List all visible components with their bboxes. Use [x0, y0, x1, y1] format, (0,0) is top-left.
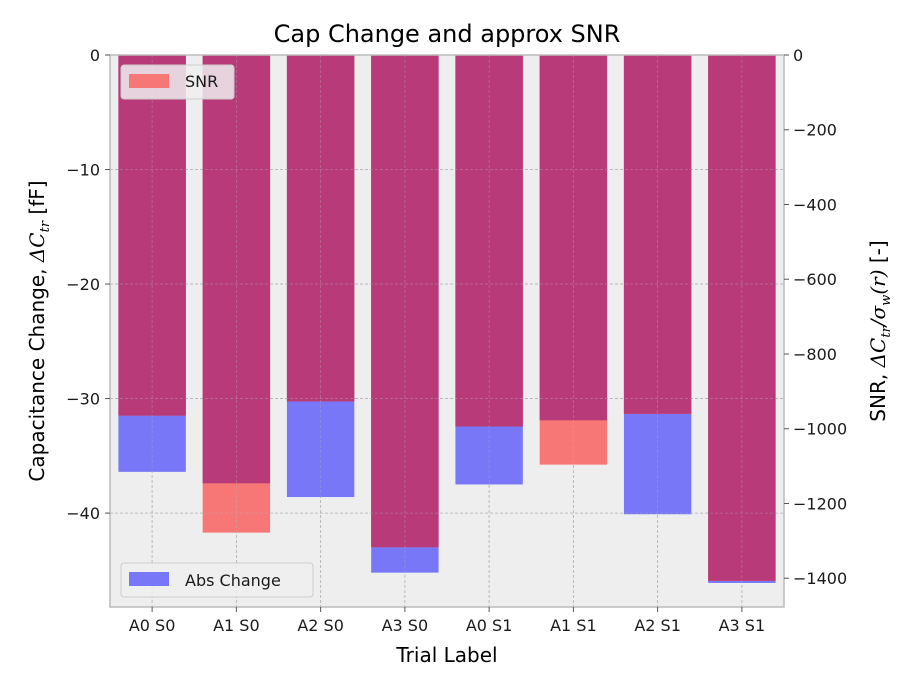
left-y-label-sub: tr	[38, 220, 53, 232]
legend-snr: SNR	[120, 64, 235, 100]
left-tick-label: −20	[66, 275, 100, 294]
left-y-label-math: ΔC	[25, 232, 49, 263]
legend-abs-change-box	[120, 562, 314, 598]
overlap-bar	[455, 55, 523, 427]
right-y-axis: 0 −200 −400 −600 −800 −1000 −1200 −1400	[784, 46, 847, 588]
right-y-label-sub2: w	[879, 295, 894, 306]
left-tick-label: −30	[66, 390, 100, 409]
overlap-bar	[286, 55, 355, 402]
right-tick-label: −1400	[793, 569, 847, 588]
right-tick-label: 0	[793, 46, 803, 65]
left-tick-label: 0	[90, 46, 100, 65]
right-tick-label: −1200	[793, 494, 847, 513]
overlap-bars	[118, 55, 776, 581]
right-y-axis-label: SNR, ΔCtr/σw(r) [-]	[866, 240, 894, 421]
left-y-axis-label: Capacitance Change, ΔCtr [fF]	[25, 180, 53, 481]
left-tick-label: −10	[66, 161, 100, 180]
right-tick-label: −400	[793, 195, 837, 214]
right-tick-label: −200	[793, 121, 837, 140]
right-y-label-mid: /σ	[866, 304, 890, 328]
left-y-label-prefix: Capacitance Change,	[25, 262, 49, 481]
x-tick-label: A1 S1	[550, 616, 597, 635]
left-y-axis: 0 −10 −20 −30 −40	[66, 46, 110, 523]
right-tick-label: −800	[793, 345, 837, 364]
x-tick-label: A0 S1	[466, 616, 513, 635]
left-y-label-suffix: [fF]	[25, 180, 49, 221]
right-y-label-prefix: SNR,	[866, 367, 890, 421]
x-tick-label: A3 S1	[719, 616, 766, 635]
x-axis-label: Trial Label	[395, 643, 497, 667]
x-tick-label: A2 S0	[297, 616, 344, 635]
chart-title: Cap Change and approx SNR	[274, 20, 621, 48]
right-y-label-math: ΔC	[866, 338, 890, 369]
overlap-bar	[202, 55, 271, 484]
x-axis: A0 S0 A1 S0 A2 S0 A3 S0 A0 S1 A1 S1 A2 S1 A3 S1	[129, 607, 765, 635]
left-tick-label: −40	[66, 504, 100, 523]
legend-snr-swatch	[129, 74, 169, 88]
legend-snr-box	[120, 64, 235, 100]
x-tick-label: A2 S1	[634, 616, 681, 635]
plot-frame	[109, 54, 785, 608]
overlap-bar	[118, 55, 186, 416]
overlap-bar	[708, 55, 776, 581]
legend-abs-change: Abs Change	[120, 562, 314, 598]
right-tick-label: −600	[793, 270, 837, 289]
legend-abs-change-label: Abs Change	[185, 571, 281, 590]
right-y-label-suffix: [-]	[866, 240, 890, 269]
x-tick-label: A0 S0	[129, 616, 176, 635]
overlap-bar	[539, 55, 608, 421]
right-y-label-tail: (r)	[866, 270, 890, 295]
overlap-bar	[623, 55, 692, 414]
x-tick-label: A3 S0	[382, 616, 429, 635]
legend-abs-change-swatch	[129, 572, 169, 586]
overlap-bar	[371, 55, 439, 548]
right-tick-label: −1000	[793, 420, 847, 439]
right-y-label-sub: tr	[879, 325, 894, 337]
legend-snr-label: SNR	[185, 72, 218, 91]
x-tick-label: A1 S0	[213, 616, 260, 635]
